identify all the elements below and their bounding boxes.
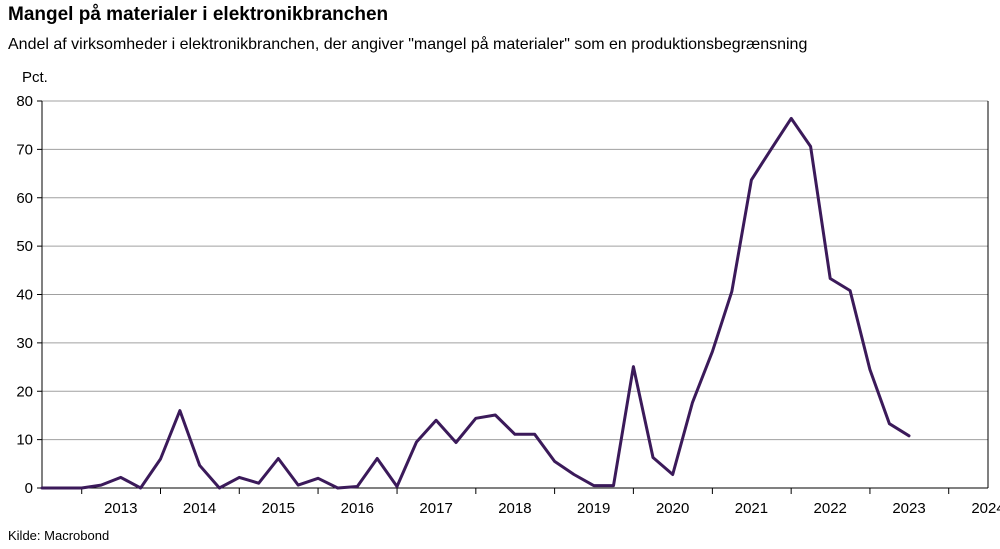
y-tick-label-50: 50 — [16, 238, 33, 255]
x-tick-label-2023: 2023 — [892, 500, 925, 517]
x-tick-label-2021: 2021 — [735, 500, 768, 517]
y-tick-label-20: 20 — [16, 383, 33, 400]
y-tick-label-40: 40 — [16, 287, 33, 304]
series-line-0 — [40, 116, 911, 490]
y-axis: Pct. 0 10 20 30 40 50 60 70 80 — [16, 69, 48, 497]
x-axis: 2013 2014 2015 2016 2017 2018 2019 2020 2021 2022… — [81, 488, 1000, 517]
x-tick-label-2017: 2017 — [419, 500, 452, 517]
x-tick-label-2024: 2024 — [971, 500, 1000, 517]
x-tick-label-2019: 2019 — [577, 500, 610, 517]
x-tick-label-2022: 2022 — [814, 500, 847, 517]
y-tick-label-80: 80 — [16, 93, 33, 110]
y-tick-label-30: 30 — [16, 335, 33, 352]
x-tick-label-2015: 2015 — [262, 500, 295, 517]
series-group — [40, 116, 911, 490]
chart-subtitle: Andel af virksomheder i elektronikbranch… — [8, 36, 808, 53]
x-tick-label-2016: 2016 — [341, 500, 374, 517]
x-tick-label-2014: 2014 — [183, 500, 216, 517]
x-tick-label-2020: 2020 — [656, 500, 689, 517]
x-tick-label-2018: 2018 — [498, 500, 531, 517]
y-tick-label-60: 60 — [16, 190, 33, 207]
x-tick-label-2013: 2013 — [104, 500, 137, 517]
y-axis-label: Pct. — [22, 69, 48, 86]
y-tick-label-0: 0 — [25, 480, 33, 497]
y-tick-label-10: 10 — [16, 432, 33, 449]
chart-title: Mangel på materialer i elektronikbranche… — [8, 4, 389, 25]
gridlines — [42, 100, 988, 441]
source-note: Kilde: Macrobond — [8, 528, 110, 543]
y-tick-label-70: 70 — [16, 141, 33, 158]
